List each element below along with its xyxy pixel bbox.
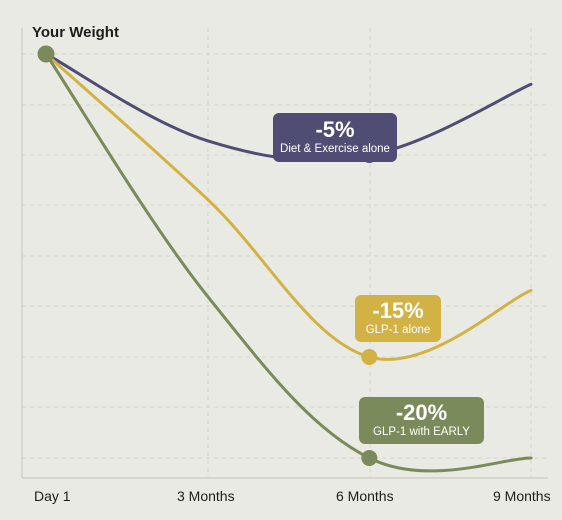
callout-glp1-alone-value: -15% [372,298,424,323]
callout-glp1-alone: -15% GLP-1 alone [355,295,441,342]
callout-glp1-early: -20% GLP-1 with EARLY [359,397,484,444]
series-line-glp-1-with-early [44,52,533,473]
callout-glp1-early-value: -20% [395,400,448,425]
y-axis-title: Your Weight [32,24,119,41]
callout-diet-exercise: -5% Diet & Exercise alone [273,113,397,162]
data-point-glp-1-alone-6-months [361,349,378,365]
x-tick-6-months: 6 Months [336,488,394,504]
data-point-day-1 [37,45,55,63]
data-point-glp-1-with-early-6-months [361,450,378,466]
callout-glp1-alone-label: GLP-1 alone [365,324,431,336]
x-tick-day-1: Day 1 [34,488,71,504]
x-tick-3-months: 3 Months [177,488,235,504]
callout-glp1-early-label: GLP-1 with EARLY [373,426,470,438]
x-tick-9-months: 9 Months [493,488,551,504]
series-line-glp-1-alone [44,52,533,361]
callout-diet-exercise-value: -5% [315,117,355,142]
callout-diet-exercise-label: Diet & Exercise alone [280,143,390,155]
